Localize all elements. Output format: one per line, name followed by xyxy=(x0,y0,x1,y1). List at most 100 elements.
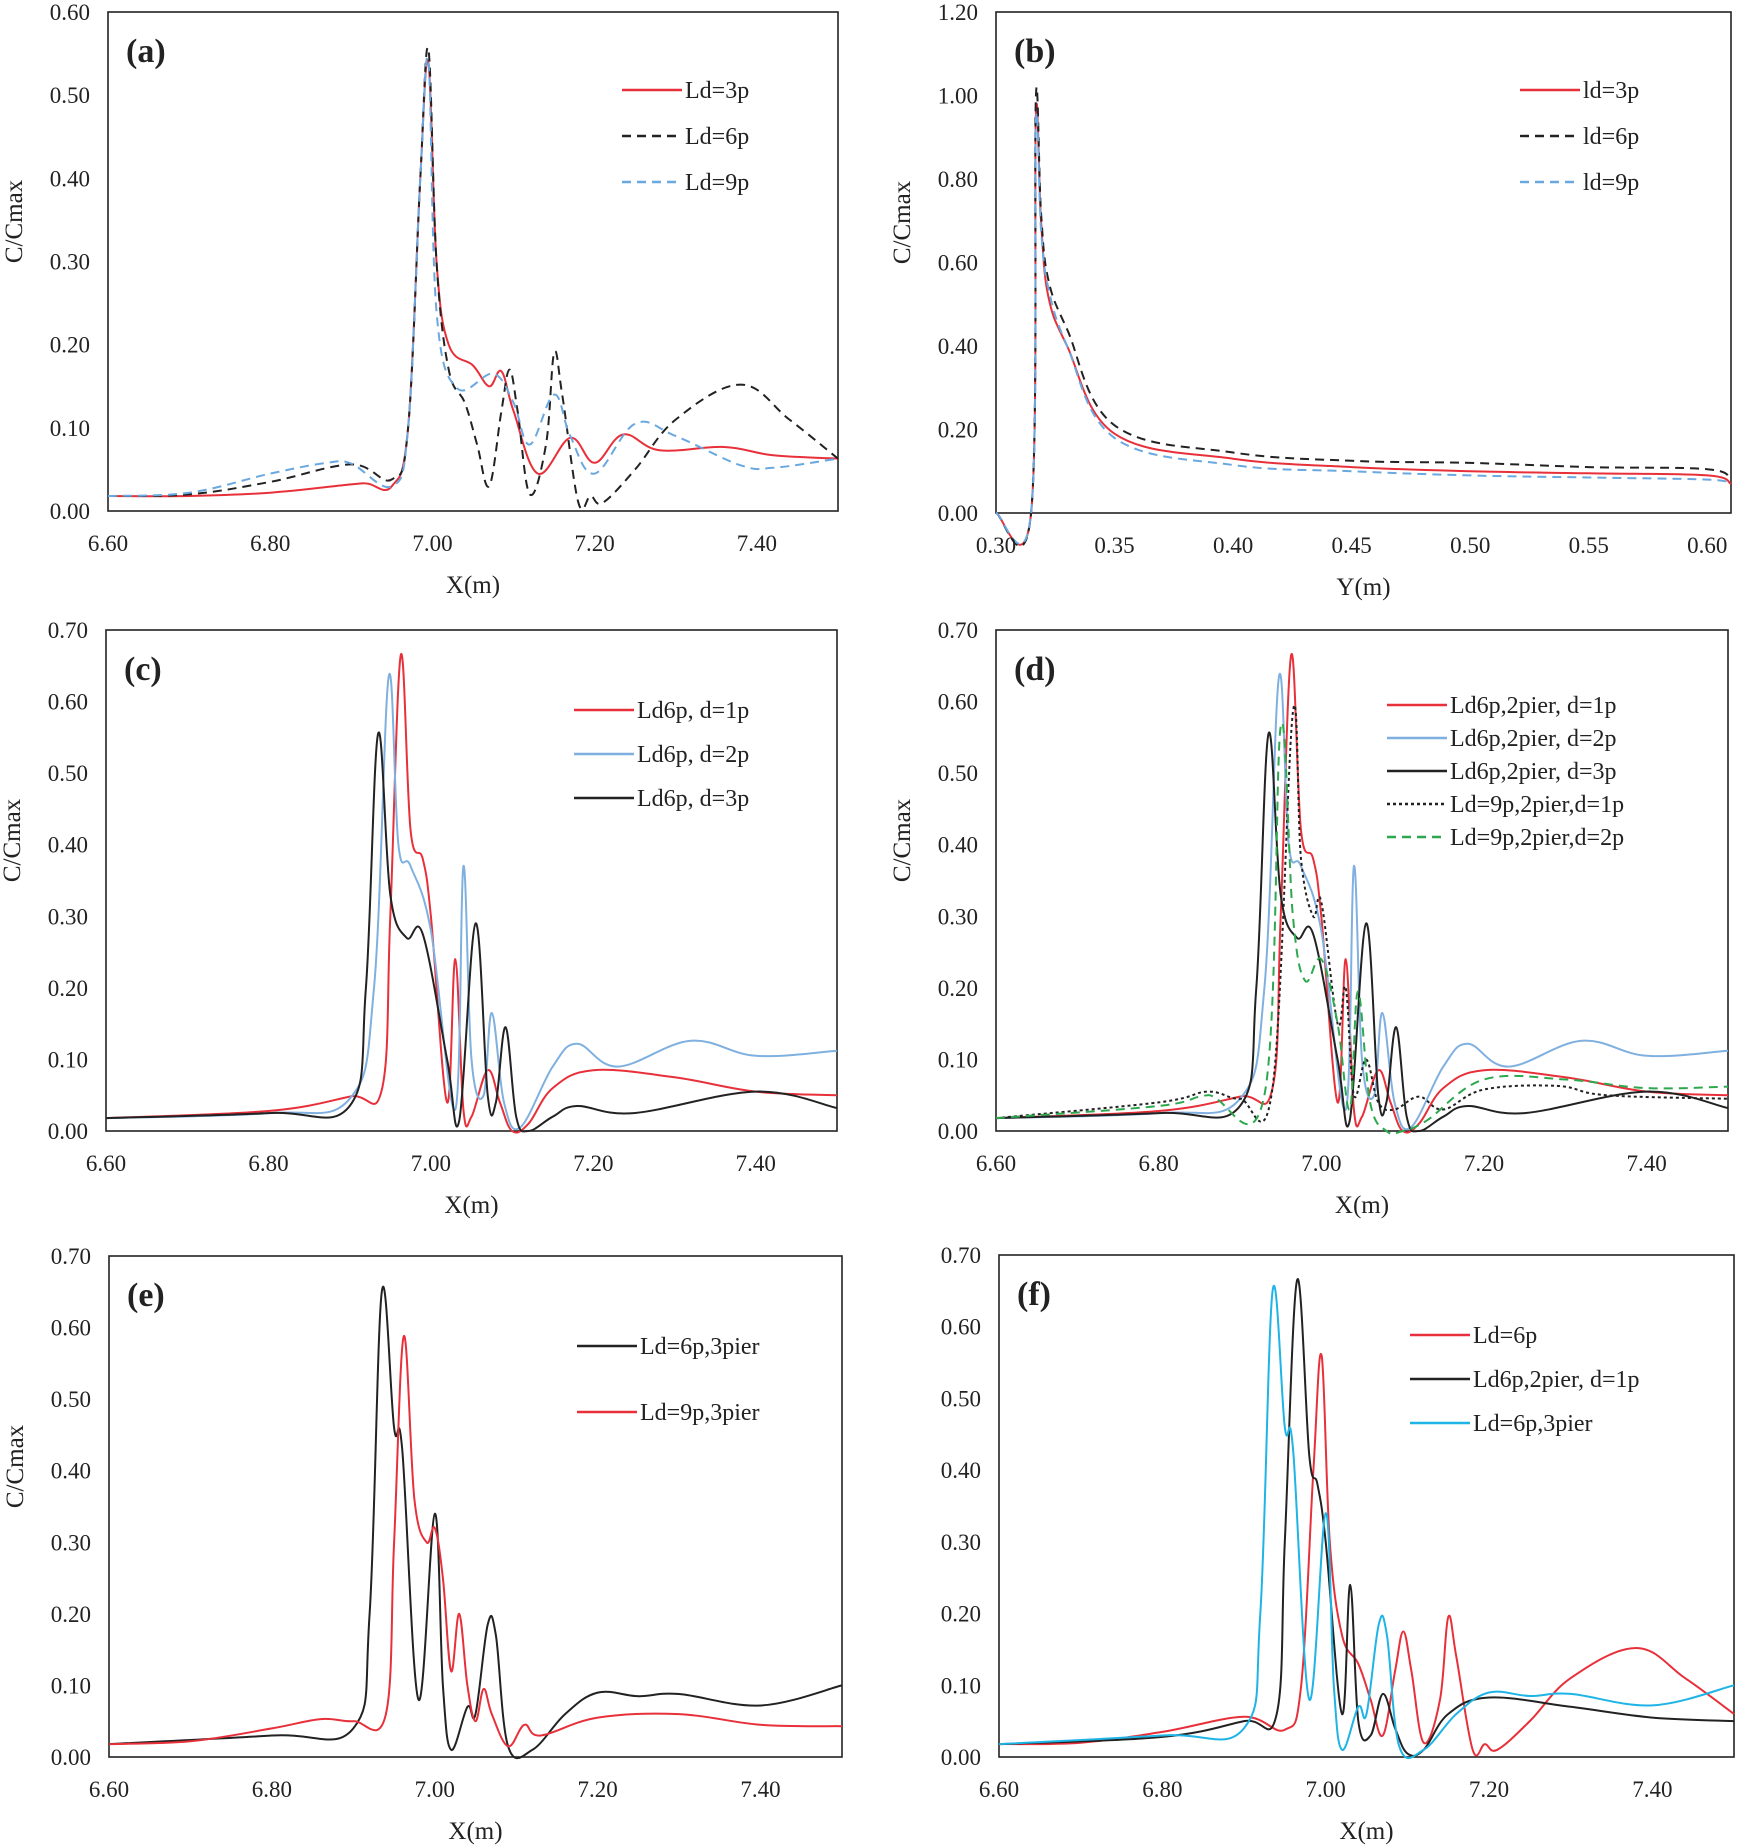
x-tick-label: 7.00 xyxy=(1301,1151,1341,1176)
x-tick-label: 7.20 xyxy=(578,1777,618,1802)
y-tick-label: 0.20 xyxy=(51,1602,91,1627)
legend: Ld6p, d=1p Ld6p, d=2p Ld6p, d=3p xyxy=(574,698,749,812)
series-line xyxy=(995,672,1729,1131)
y-tick-label: 0.20 xyxy=(941,1602,981,1627)
chart-panel: 0.00 0.10 0.20 0.30 0.40 0.50 0.60 0.70 6.60 6.80… xyxy=(941,1243,1735,1845)
x-axis-label: X(m) xyxy=(446,572,500,599)
series-line xyxy=(105,731,838,1133)
y-tick-label: 0.30 xyxy=(50,250,90,275)
y-axis-label: C/Cmax xyxy=(889,798,916,882)
legend-label: Ld=9p xyxy=(685,170,749,196)
legend-label: ld=9p xyxy=(1583,170,1639,196)
y-tick-label: 0.70 xyxy=(51,1244,91,1269)
y-axis-label: C/Cmax xyxy=(2,1424,29,1508)
y-tick-label: 0.40 xyxy=(938,334,978,359)
y-tick-label: 0.30 xyxy=(48,904,88,929)
y-tick-label: 0.70 xyxy=(48,618,88,643)
x-tick-label: 6.60 xyxy=(979,1777,1019,1802)
y-tick-label: 0.70 xyxy=(938,618,978,643)
panel-label: (b) xyxy=(1014,33,1056,70)
x-tick-label: 7.20 xyxy=(575,531,615,556)
legend: Ld=3p Ld=6p Ld=9p xyxy=(622,78,749,196)
series-line xyxy=(108,1335,843,1748)
y-tick-label: 0.50 xyxy=(51,1387,91,1412)
series-line xyxy=(998,1285,1735,1759)
plot-frame xyxy=(107,11,839,512)
x-tick-label: 6.80 xyxy=(1142,1777,1182,1802)
chart-panel: 0.00 0.10 0.20 0.30 0.40 0.50 0.60 0.70 6.60 6.80… xyxy=(889,618,1729,1219)
series-line xyxy=(995,86,1732,547)
legend: Ld6p,2pier, d=1p Ld6p,2pier, d=2p Ld6p,2pi… xyxy=(1387,693,1624,851)
series-line xyxy=(107,56,839,497)
y-tick-label: 0.40 xyxy=(938,833,978,858)
x-tick-label: 7.20 xyxy=(573,1151,613,1176)
y-tick-label: 0.50 xyxy=(48,761,88,786)
y-tick-label: 0.60 xyxy=(51,1316,91,1341)
x-tick-label: 6.80 xyxy=(248,1151,288,1176)
legend-label: Ld=6p xyxy=(1473,1323,1537,1349)
x-tick-label: 7.00 xyxy=(415,1777,455,1802)
x-tick-label: 7.00 xyxy=(411,1151,451,1176)
x-axis-label: X(m) xyxy=(444,1192,498,1219)
series-line xyxy=(998,1352,1735,1757)
y-tick-label: 0.00 xyxy=(50,499,90,524)
legend: ld=3p ld=6p ld=9p xyxy=(1520,78,1639,196)
legend-label: Ld=3p xyxy=(685,78,749,104)
x-tick-label: 6.60 xyxy=(86,1151,126,1176)
series-line xyxy=(995,731,1729,1133)
x-tick-label: 0.60 xyxy=(1687,533,1727,558)
x-axis-label: X(m) xyxy=(1335,1192,1389,1219)
panel-label: (f) xyxy=(1017,1276,1051,1313)
y-tick-label: 0.30 xyxy=(941,1530,981,1555)
legend-label: Ld6p,2pier, d=3p xyxy=(1450,759,1617,785)
x-axis-label: Y(m) xyxy=(1336,574,1390,601)
plot-frame xyxy=(995,629,1729,1132)
chart-panel: 0.00 0.10 0.20 0.30 0.40 0.50 0.60 0.70 6.60 6.80… xyxy=(2,1244,843,1845)
y-tick-label: 0.40 xyxy=(51,1459,91,1484)
x-tick-label: 7.40 xyxy=(1632,1777,1672,1802)
panel-label: (e) xyxy=(127,1277,165,1314)
legend-label: Ld=9p,3pier xyxy=(640,1400,760,1426)
y-tick-label: 0.00 xyxy=(51,1745,91,1770)
legend-label: Ld=6p,3pier xyxy=(1473,1411,1593,1437)
series-line xyxy=(995,721,1729,1135)
x-axis-label: X(m) xyxy=(1339,1818,1393,1845)
x-tick-label: 0.45 xyxy=(1332,533,1372,558)
x-tick-label: 7.40 xyxy=(737,531,777,556)
panel-label: (c) xyxy=(124,651,162,688)
x-tick-label: 7.20 xyxy=(1469,1777,1509,1802)
x-tick-label: 0.40 xyxy=(1213,533,1253,558)
y-tick-label: 0.60 xyxy=(50,0,90,25)
x-tick-label: 7.40 xyxy=(736,1151,776,1176)
x-tick-label: 7.40 xyxy=(740,1777,780,1802)
series-line xyxy=(107,46,839,511)
legend-label: Ld6p,2pier, d=1p xyxy=(1473,1367,1640,1393)
y-tick-label: 1.00 xyxy=(938,84,978,109)
y-tick-label: 0.00 xyxy=(941,1745,981,1770)
legend-label: ld=3p xyxy=(1583,78,1639,104)
plot-frame xyxy=(108,1255,843,1758)
x-tick-label: 6.60 xyxy=(88,531,128,556)
legend-label: Ld6p,2pier, d=2p xyxy=(1450,726,1617,752)
legend: Ld=6p,3pier Ld=9p,3pier xyxy=(577,1334,760,1426)
y-axis-label: C/Cmax xyxy=(0,798,26,882)
y-tick-label: 0.10 xyxy=(941,1673,981,1698)
y-tick-label: 0.80 xyxy=(938,167,978,192)
x-tick-label: 0.35 xyxy=(1094,533,1134,558)
legend-label: Ld6p,2pier, d=1p xyxy=(1450,693,1617,719)
chart-panel: 0.00 0.20 0.40 0.60 0.80 1.00 1.20 0.30 0.35 0.40… xyxy=(889,0,1732,601)
series-line xyxy=(108,1286,843,1759)
y-tick-label: 0.40 xyxy=(941,1458,981,1483)
legend: Ld=6p Ld6p,2pier, d=1p Ld=6p,3pier xyxy=(1410,1323,1640,1437)
y-tick-label: 0.60 xyxy=(48,690,88,715)
legend-label: Ld=6p,3pier xyxy=(640,1334,760,1360)
y-tick-label: 0.40 xyxy=(50,166,90,191)
x-tick-label: 0.50 xyxy=(1450,533,1490,558)
plot-frame xyxy=(998,1254,1735,1758)
legend-label: Ld6p, d=1p xyxy=(637,698,749,724)
y-tick-label: 0.00 xyxy=(48,1119,88,1144)
x-tick-label: 6.80 xyxy=(250,531,290,556)
y-tick-label: 0.40 xyxy=(48,833,88,858)
y-tick-label: 0.20 xyxy=(938,418,978,443)
y-tick-label: 0.20 xyxy=(48,976,88,1001)
